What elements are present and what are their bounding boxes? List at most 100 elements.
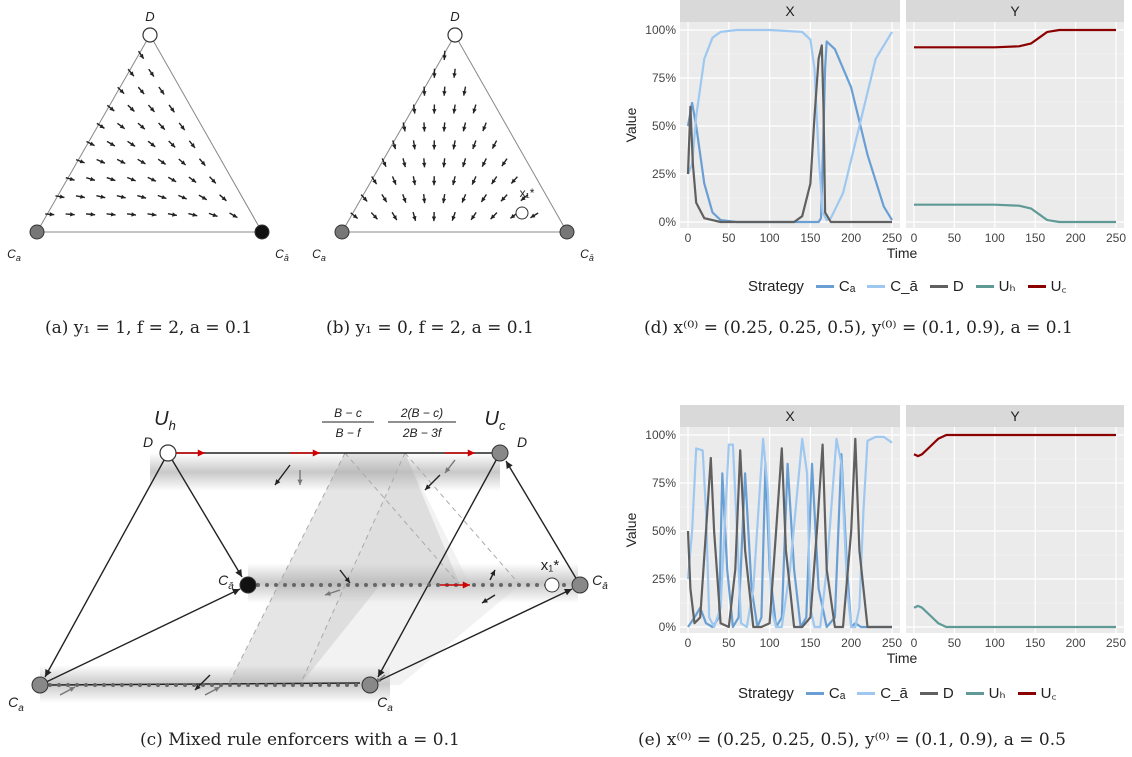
- dot: [300, 683, 304, 687]
- arrow-head: [462, 581, 470, 589]
- arrow-head: [432, 109, 437, 114]
- arrow-head: [511, 178, 516, 184]
- arrow-head: [510, 213, 516, 219]
- x-tick-label: 150: [800, 231, 820, 245]
- arrow-head: [452, 73, 457, 78]
- facet-strip: [906, 405, 1124, 427]
- arrow-head: [139, 53, 144, 59]
- dot: [48, 683, 52, 687]
- dot: [228, 683, 232, 687]
- vertex-label-d: D: [145, 9, 154, 24]
- dot: [237, 683, 241, 687]
- arrow-head: [422, 126, 427, 132]
- x-tick-label: 0: [685, 231, 692, 245]
- arrow-head: [564, 588, 572, 596]
- dot: [129, 683, 133, 687]
- arrow-head: [90, 212, 96, 217]
- legend-key: [919, 691, 938, 695]
- series-line: [913, 604, 1116, 629]
- y-tick-label: 100%: [645, 428, 676, 442]
- arrow-head: [90, 176, 95, 182]
- x-tick-label: 250: [1106, 231, 1126, 245]
- plane: [300, 453, 520, 685]
- dot: [84, 683, 88, 687]
- caption-d: (d) x⁽⁰⁾ = (0.25, 0.25, 0.5), y⁽⁰⁾ = (0.…: [644, 318, 1073, 338]
- arrow-head: [129, 106, 135, 112]
- series-line: [686, 437, 892, 629]
- arrow-head: [120, 194, 126, 199]
- subscript: ā: [602, 581, 608, 592]
- arrow-head: [172, 212, 177, 217]
- arrow-head: [402, 162, 407, 168]
- legend-d: Strategy Cₐ C_ā D Uₕ U꜀: [748, 276, 1067, 296]
- arrow-head: [472, 108, 477, 114]
- arrow-head: [462, 162, 467, 168]
- vertex-cabar: [254, 224, 270, 240]
- arrow-head: [149, 71, 154, 77]
- series-line: [914, 203, 1116, 224]
- legend-key: [1017, 691, 1036, 695]
- arrow-shaft: [44, 452, 169, 678]
- panel-bg: [680, 22, 900, 228]
- vertex-cabar: [559, 224, 575, 240]
- arrow-shaft: [369, 588, 573, 686]
- label-d-left: D: [143, 434, 153, 450]
- legend-key: [929, 284, 948, 288]
- arrow-head: [530, 213, 536, 218]
- arrow-head: [432, 144, 437, 150]
- dot: [219, 683, 223, 687]
- dashed-line: [299, 452, 406, 686]
- arrow-head: [192, 212, 198, 217]
- arrow-head: [150, 142, 156, 147]
- arrow-head: [211, 178, 216, 184]
- legend-label: C_ā: [890, 277, 918, 295]
- arrow-head: [191, 178, 197, 183]
- dot: [345, 683, 349, 687]
- arrow-head: [180, 160, 186, 165]
- arrow-head: [99, 124, 105, 129]
- arrow-head: [451, 180, 457, 186]
- arrow-head: [80, 194, 85, 199]
- dot: [472, 583, 476, 587]
- vertex-d-left: [159, 444, 177, 462]
- arrow-head: [462, 90, 467, 96]
- arrow-head: [491, 179, 496, 185]
- dot: [93, 683, 97, 687]
- arrow-head: [422, 91, 427, 96]
- diagram-c-svg: Uh Uc B − c B − f 2(B − c) 2B − 3f D D Cā Cā Ca Ca x…: [8, 406, 608, 714]
- arrow-head: [221, 196, 227, 201]
- dot: [301, 583, 305, 587]
- x-tick-label: 50: [948, 636, 962, 650]
- arrow-head: [382, 161, 387, 167]
- fraction-1-denominator: B − f: [335, 426, 362, 440]
- arrow-head: [442, 55, 447, 60]
- arrow-head: [232, 213, 238, 218]
- arrow-head: [160, 160, 166, 165]
- y-tick-label: 100%: [645, 23, 676, 37]
- dot: [246, 683, 250, 687]
- equilibrium-point: [515, 206, 529, 220]
- subscript: ā: [284, 253, 289, 263]
- vertex-ca: [29, 224, 45, 240]
- caption-e: (e) x⁽⁰⁾ = (0.25, 0.25, 0.5), y⁽⁰⁾ = (0.…: [638, 730, 1066, 750]
- dot: [273, 683, 277, 687]
- dot: [436, 583, 440, 587]
- label-uh: Uh: [154, 408, 176, 433]
- dot: [292, 583, 296, 587]
- dot: [427, 583, 431, 587]
- arrow-head: [235, 569, 242, 577]
- arrow-head: [421, 198, 427, 204]
- x-tick-label: 50: [948, 231, 962, 245]
- label-ca-left: Ca: [8, 694, 24, 714]
- arrow-head: [325, 590, 331, 596]
- x-tick-label: 150: [1025, 636, 1045, 650]
- x-tick-label: 100: [760, 636, 780, 650]
- arrow-head: [161, 194, 167, 200]
- legend-key: [975, 284, 994, 288]
- chart-d: X 0% 25% 50% 75% 100% 0 50 100 150 200 250 Y 0 50 100 15…: [612, 0, 1132, 305]
- arrow-head: [160, 124, 165, 130]
- facet-strip: [680, 0, 900, 22]
- arrow-head: [131, 212, 137, 217]
- y-tick-label: 50%: [652, 119, 676, 133]
- caption-b: (b) y₁ = 0, f = 2, a = 0.1: [326, 318, 534, 338]
